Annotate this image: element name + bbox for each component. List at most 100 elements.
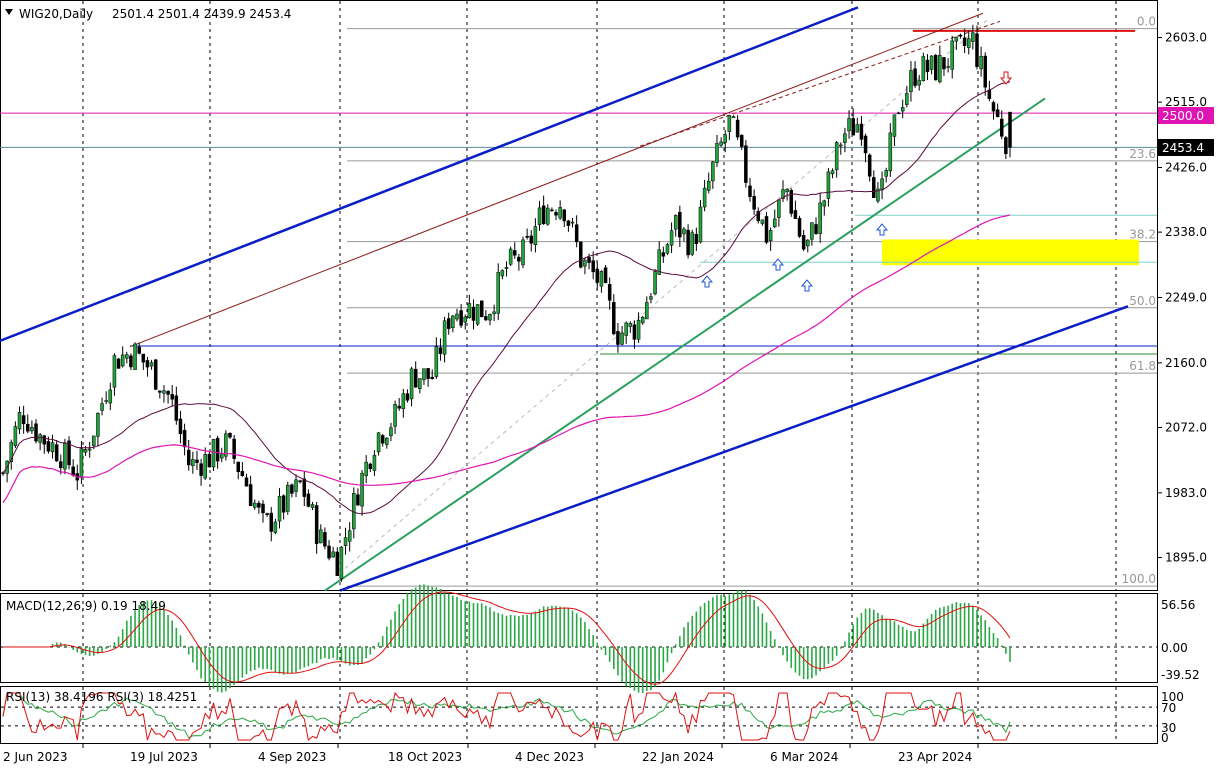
last-price-tag-text: 2453.4: [1162, 141, 1204, 155]
candle-body: [521, 239, 525, 266]
macd-signal-line: [3, 591, 1011, 685]
candle-body: [657, 249, 661, 275]
x-tick-label: 4 Sep 2023: [258, 750, 326, 764]
candle-body: [504, 266, 509, 269]
candle-body: [182, 429, 187, 448]
fib-level-label: 38.2: [1129, 228, 1156, 242]
candle-body: [137, 346, 141, 354]
candle-body: [364, 461, 368, 477]
candle-body: [587, 257, 591, 263]
candle-body: [702, 187, 707, 208]
axis-layer: 2603.0 2515.0 2426.0 2338.0 2249.0 2160.0 2072…: [3, 31, 1207, 765]
last-price-tag: [1158, 139, 1214, 156]
candle-body: [991, 102, 996, 112]
candle-body: [166, 391, 170, 395]
candle-body: [979, 56, 983, 70]
candle-body: [777, 199, 781, 218]
candle-body: [385, 437, 389, 445]
candle-body: [277, 496, 282, 522]
candle-body: [335, 551, 340, 576]
fib-level-label: 61.8: [1129, 359, 1156, 373]
candle-body: [273, 521, 278, 533]
candle-body: [199, 463, 203, 476]
candle-body: [17, 411, 22, 430]
candle-body: [500, 270, 505, 277]
candle-body: [83, 449, 88, 453]
candle-body: [711, 161, 715, 182]
candle-body: [236, 461, 240, 472]
candle-body: [562, 209, 567, 222]
candle-body: [513, 250, 517, 256]
candle-body: [921, 56, 926, 82]
candle-body: [706, 180, 711, 191]
candle-body: [314, 505, 319, 544]
y-tick-label: 2603.0: [1165, 31, 1207, 45]
dashed-trend-line: [344, 17, 991, 569]
candle-body: [9, 442, 14, 462]
green-trend-line: [324, 97, 1046, 592]
candle-body: [579, 241, 583, 268]
candle-body: [785, 188, 789, 192]
candle-body: [281, 495, 286, 513]
candle-body: [645, 302, 649, 320]
x-tick-label: 18 Oct 2023: [388, 750, 462, 764]
candle-body: [616, 331, 620, 345]
candle-body: [191, 459, 195, 466]
fib-level-label: 23.6: [1129, 147, 1156, 161]
candle-body: [356, 494, 360, 506]
level-2500-tag-text: 2500.0: [1162, 109, 1204, 123]
candle-body: [79, 448, 84, 478]
candle-body: [801, 235, 806, 250]
candle-body: [467, 303, 472, 318]
candle-body: [446, 318, 451, 329]
candle-body: [120, 354, 125, 367]
candle-body: [331, 551, 335, 558]
candle-body: [760, 219, 765, 224]
candle-body: [63, 443, 67, 470]
candle-body: [269, 512, 274, 532]
candle-body: [158, 390, 162, 393]
candle-body: [541, 205, 546, 225]
y-tick-label: 1895.0: [1165, 551, 1207, 565]
candle-body: [830, 170, 835, 175]
candle-body: [938, 54, 942, 83]
candle-body: [26, 423, 30, 432]
candle-body: [21, 415, 26, 425]
candle-body: [826, 171, 831, 199]
blue-channel-lower: [339, 305, 1129, 592]
candle-body: [306, 493, 311, 507]
candle-body: [87, 448, 92, 451]
candle-body: [855, 124, 860, 133]
fib-level-label: 0.0: [1137, 15, 1156, 29]
candle-body: [145, 360, 150, 368]
rsi-tick-0: 0: [1161, 731, 1169, 745]
candle-body: [954, 36, 959, 42]
candle-body: [343, 537, 348, 547]
x-tick-label: 2 Jun 2023: [3, 750, 68, 764]
candle-body: [153, 359, 158, 390]
candle-body: [756, 210, 760, 222]
macd-label: MACD(12,26,9) 0.19 18.49: [6, 599, 166, 613]
candle-body: [607, 284, 612, 301]
candle-body: [793, 210, 798, 219]
candle-body: [909, 70, 913, 92]
candle-body: [479, 300, 484, 318]
candle-body: [517, 256, 521, 262]
candle-body: [13, 426, 18, 446]
candle-body: [253, 502, 257, 508]
collapse-triangle-icon[interactable]: [5, 9, 13, 15]
candle-body: [442, 320, 447, 355]
candle-body: [529, 235, 534, 244]
brown-dash-line: [639, 20, 1001, 147]
y-tick-label: 2515.0: [1165, 95, 1207, 109]
candle-body: [451, 315, 455, 328]
candle-body: [319, 529, 323, 544]
candle-body: [141, 353, 146, 363]
candle-body: [884, 170, 888, 177]
macd-tick-zero: 0.00: [1161, 641, 1188, 655]
candle-body: [773, 218, 777, 228]
candle-body: [892, 114, 897, 137]
y-tick-label: 2160.0: [1165, 356, 1207, 370]
candle-body: [744, 145, 748, 183]
candle-body: [38, 434, 42, 443]
